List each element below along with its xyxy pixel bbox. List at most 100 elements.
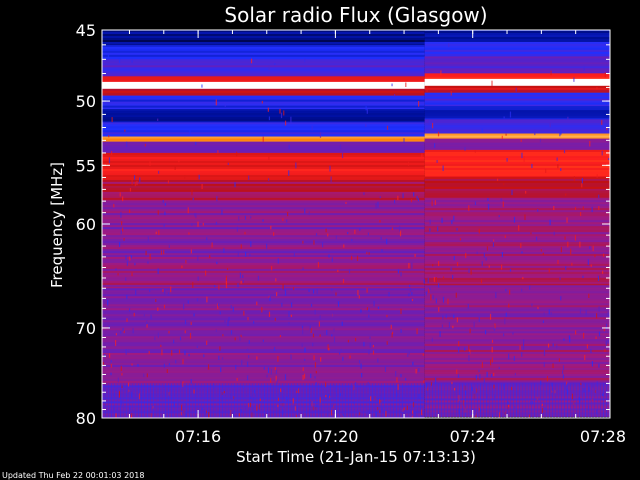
spectrogram-speckle bbox=[114, 340, 117, 346]
spectrogram-band-row bbox=[102, 405, 425, 408]
spectrogram-speckle bbox=[557, 164, 559, 169]
spectrogram-speckle bbox=[126, 141, 128, 147]
spectrogram-striation bbox=[471, 383, 472, 418]
spectrogram-band-row bbox=[102, 322, 425, 325]
spectrogram-speckle bbox=[491, 80, 493, 86]
spectrogram-speckle bbox=[327, 394, 329, 398]
spectrogram-striation bbox=[141, 383, 142, 418]
spectrogram-speckle bbox=[302, 267, 304, 271]
spectrogram-band-row bbox=[102, 310, 425, 313]
spectrogram-band-row bbox=[102, 368, 425, 372]
spectrogram-band-row bbox=[102, 314, 425, 317]
spectrogram-striation bbox=[315, 383, 316, 418]
spectrogram-speckle bbox=[571, 393, 574, 400]
spectrogram-speckle bbox=[303, 373, 306, 379]
spectrogram-band-row bbox=[424, 208, 610, 211]
spectrogram-speckle bbox=[451, 381, 453, 385]
spectrogram-band-row bbox=[424, 77, 610, 80]
spectrogram-band-row bbox=[102, 97, 425, 101]
spectrogram-speckle bbox=[130, 415, 133, 418]
spectrogram-speckle bbox=[262, 219, 264, 222]
spectrogram-speckle bbox=[110, 360, 112, 364]
spectrogram-band-row bbox=[424, 337, 610, 340]
spectrogram-speckle bbox=[423, 279, 425, 284]
spectrogram-speckle bbox=[158, 230, 160, 235]
spectrogram-speckle bbox=[341, 153, 344, 159]
spectrogram-speckle bbox=[320, 357, 322, 362]
spectrogram-speckle bbox=[447, 298, 449, 305]
spectrogram-speckle bbox=[548, 268, 550, 273]
spectrogram-speckle bbox=[511, 190, 513, 196]
spectrogram-band-row bbox=[424, 144, 610, 148]
spectrogram-band-row bbox=[102, 151, 425, 155]
spectrogram-band-row bbox=[102, 76, 425, 79]
spectrogram-speckle bbox=[145, 250, 147, 256]
spectrogram-striation bbox=[414, 383, 415, 418]
spectrogram-band-row bbox=[424, 30, 610, 32]
spectrogram-speckle bbox=[115, 413, 117, 418]
spectrogram-speckle bbox=[441, 324, 444, 329]
spectrogram-speckle bbox=[596, 87, 598, 90]
spectrogram-band-row bbox=[424, 402, 610, 405]
spectrogram-striation bbox=[243, 383, 244, 418]
spectrogram-band-row bbox=[424, 367, 610, 371]
spectrogram-speckle bbox=[386, 125, 389, 130]
spectrogram-band-row bbox=[102, 30, 425, 33]
spectrogram-speckle bbox=[304, 347, 306, 353]
spectrogram-speckle bbox=[375, 202, 377, 209]
spectrogram-speckle bbox=[244, 406, 246, 411]
spectrogram-speckle bbox=[240, 334, 242, 338]
spectrogram-speckle bbox=[215, 329, 217, 332]
spectrogram-speckle bbox=[314, 362, 317, 368]
spectrogram-striation bbox=[174, 383, 175, 418]
spectrogram-band-row bbox=[424, 406, 610, 409]
spectrogram-speckle bbox=[474, 201, 477, 206]
spectrogram-speckle bbox=[244, 231, 246, 235]
spectrogram-speckle bbox=[490, 373, 493, 378]
spectrogram-speckle bbox=[333, 328, 335, 332]
spectrogram-band-row bbox=[424, 82, 610, 86]
spectrogram-band-row bbox=[424, 412, 610, 415]
spectrogram-speckle bbox=[122, 227, 124, 232]
spectrogram-striation bbox=[156, 383, 157, 418]
spectrogram-band-row bbox=[102, 83, 425, 87]
spectrogram-speckle bbox=[584, 354, 586, 361]
spectrogram-speckle bbox=[608, 158, 610, 161]
spectrogram-speckle bbox=[197, 255, 199, 261]
spectrogram-speckle bbox=[128, 308, 131, 312]
spectrogram-speckle bbox=[227, 318, 229, 325]
spectrogram-striation bbox=[267, 383, 268, 418]
spectrogram-speckle bbox=[126, 260, 128, 266]
spectrogram-speckle bbox=[453, 215, 455, 221]
spectrogram-speckle bbox=[184, 330, 186, 334]
spectrogram-speckle bbox=[559, 132, 561, 137]
spectrogram-speckle bbox=[566, 381, 568, 385]
spectrogram-speckle bbox=[187, 207, 189, 214]
spectrogram-speckle bbox=[297, 388, 299, 394]
spectrogram-speckle bbox=[342, 356, 344, 361]
spectrogram-striation bbox=[303, 383, 304, 418]
spectrogram-speckle bbox=[564, 236, 566, 240]
spectrogram-band-row bbox=[102, 366, 425, 370]
spectrogram-band-row bbox=[102, 352, 425, 356]
x-tick-label: 07:24 bbox=[450, 427, 496, 446]
spectrogram-band-row bbox=[424, 210, 610, 213]
spectrogram-speckle bbox=[438, 283, 440, 288]
spectrogram-speckle bbox=[184, 175, 186, 179]
spectrogram-speckle bbox=[206, 296, 208, 303]
spectrogram-band-row bbox=[102, 387, 425, 390]
spectrogram-speckle bbox=[562, 374, 565, 379]
x-axis-label: Start Time (21-Jan-15 07:13:13) bbox=[236, 448, 476, 466]
spectrogram-band-row bbox=[424, 216, 610, 219]
spectrogram-band-row bbox=[424, 33, 610, 36]
spectrogram-speckle bbox=[215, 99, 217, 106]
spectrogram-band-row bbox=[102, 103, 425, 107]
spectrogram-speckle bbox=[453, 388, 456, 391]
spectrogram-band-row bbox=[424, 96, 610, 100]
spectrogram-band-row bbox=[424, 192, 610, 196]
spectrogram-speckle bbox=[313, 355, 315, 361]
spectrogram-speckle bbox=[171, 350, 173, 356]
spectrogram-speckle bbox=[190, 321, 192, 326]
spectrogram-speckle bbox=[310, 373, 312, 378]
spectrogram-band-row bbox=[102, 280, 425, 284]
